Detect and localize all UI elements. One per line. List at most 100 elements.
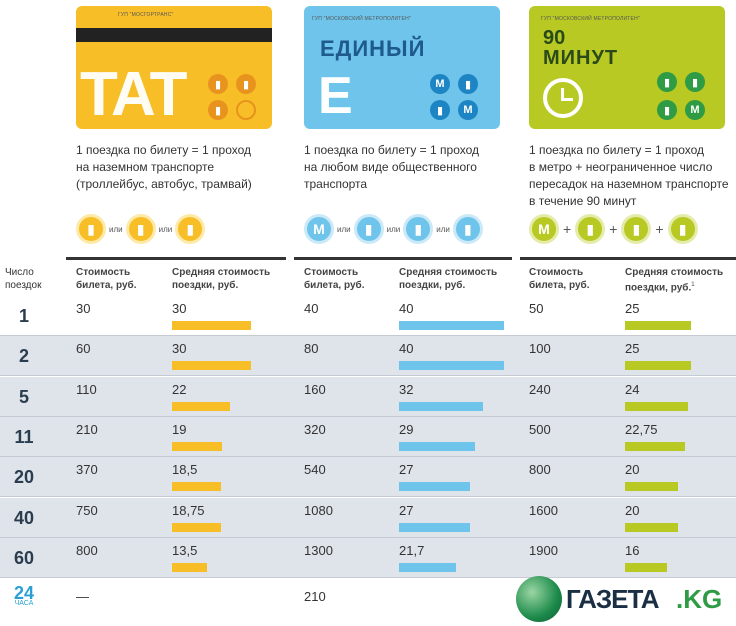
- ninety-ticket-cost: 50: [529, 301, 544, 316]
- edin-icons-row: M или ▮ или ▮ или ▮: [304, 214, 483, 244]
- bus-icon: ▮: [685, 72, 705, 92]
- trolley-icon: ▮: [76, 214, 106, 244]
- ninety-ticket-cost: 240: [529, 381, 551, 397]
- table-row: 20 370 18,5 540 27 800 20: [0, 457, 736, 498]
- trips-count: 2: [18, 346, 29, 367]
- header-line: билета, руб.: [529, 280, 590, 291]
- header-line: Стоимость: [304, 267, 359, 278]
- header-line: Число: [5, 267, 34, 278]
- ninety-avg-bar: [625, 562, 667, 572]
- edin-ticket-cost: 210: [304, 589, 326, 605]
- edin-avg-cost: 21,7: [399, 542, 425, 558]
- ninety-avg-cost: 25: [625, 301, 640, 316]
- row-divider: [0, 415, 736, 417]
- table-row: 60 800 13,5 1300 21,7 1900 16: [0, 537, 736, 578]
- bus-icon: ▮: [403, 214, 434, 244]
- edin-avg-bar: [399, 441, 475, 451]
- tat-icons-row: ▮ или ▮ или ▮: [76, 214, 206, 244]
- tat-avg-cost: 22: [172, 381, 187, 397]
- table-row: 11 210 19 320 29 500 22,75: [0, 416, 736, 457]
- header-rule-edin: [294, 257, 512, 260]
- header-line: поездки, руб.: [625, 282, 692, 294]
- header-line: Средняя стоимость: [399, 267, 498, 278]
- ninety-avg-cost: 24: [625, 381, 640, 397]
- or-label: или: [158, 224, 173, 234]
- edin-avg-bar: [399, 562, 456, 572]
- header-edin-avg: Средняя стоимость поездки, руб.: [399, 266, 497, 292]
- tat-avg-bar: [172, 562, 207, 572]
- tat-avg-cost: 30: [172, 301, 187, 316]
- plus-label: +: [655, 221, 664, 237]
- ninety-avg-bar: [625, 321, 691, 330]
- tat-ticket-cost: 370: [76, 462, 98, 478]
- header-line: Стоимость: [76, 267, 131, 278]
- edin-description: 1 поездка по билету = 1 проход на любом …: [304, 142, 509, 193]
- card-letter: Е: [318, 67, 353, 125]
- tram-icon: ▮: [458, 74, 478, 94]
- trips-count: 24: [13, 583, 35, 604]
- ninety-ticket-cost: 500: [529, 421, 551, 437]
- tat-avg-bar: [172, 361, 251, 371]
- edin-ticket-cost: 540: [304, 462, 326, 478]
- trolley-icon: ▮: [575, 214, 606, 244]
- ninety-ticket-cost: 100: [529, 341, 551, 357]
- trips-count: 60: [13, 547, 35, 568]
- desc-line: в метро + неограниченное число: [529, 160, 713, 174]
- or-label: или: [337, 224, 351, 234]
- header-line: билета, руб.: [76, 280, 137, 291]
- card-big-text: ЕДИНЫЙ: [320, 36, 426, 61]
- trips-unit: ЧАСА: [14, 600, 34, 608]
- table-row: 5 110 22 160 32 240 24: [0, 376, 736, 417]
- empty-slot-icon: [236, 100, 256, 120]
- tat-ticket-cost: 30: [76, 301, 91, 316]
- ninety-avg-bar: [625, 361, 691, 371]
- ninety-ticket-cost: 1600: [529, 502, 558, 518]
- header-line: Средняя стоимость: [625, 267, 724, 278]
- plus-label: +: [563, 221, 572, 237]
- tat-avg-cost: 18,5: [172, 462, 198, 478]
- header-line: Средняя стоимость: [172, 267, 271, 278]
- edin-ticket-cost: 1080: [304, 502, 333, 518]
- ninety-avg-bar: [625, 522, 678, 532]
- desc-line: в течение 90 минут: [529, 194, 637, 208]
- desc-line: 1 поездка по билету = 1 проход: [529, 143, 705, 157]
- tat-ticket-cost: —: [76, 589, 89, 605]
- trips-count: 5: [18, 386, 29, 407]
- edin-avg-cost: 27: [399, 502, 414, 518]
- ninety-avg-bar: [625, 441, 685, 451]
- desc-line: (троллейбус, автобус, трамвай): [76, 177, 252, 191]
- edin-avg-bar: [399, 321, 504, 330]
- edin-ticket-cost: 40: [304, 301, 319, 316]
- tat-avg-cost: 19: [172, 421, 187, 437]
- tram-icon: ▮: [175, 214, 206, 244]
- tat-ticket-cost: 800: [76, 542, 98, 558]
- card-org: ГУП "МОСКОВСКИЙ МЕТРОПОЛИТЕН": [312, 16, 411, 22]
- tram-icon: ▮: [452, 214, 483, 244]
- tram-icon: ▮: [208, 74, 228, 94]
- edin-avg-cost: 29: [399, 421, 414, 437]
- edin-avg-bar: [399, 482, 470, 492]
- ninety-avg-cost: 25: [625, 341, 640, 357]
- tat-ticket-cost: 110: [76, 381, 97, 397]
- table-row: 2 60 30 80 40 100 25: [0, 336, 736, 377]
- trips-count: 40: [13, 507, 35, 528]
- header-ninety-avg: Средняя стоимость поездки, руб.1: [625, 266, 723, 294]
- header-trips: Число поездок: [5, 266, 41, 292]
- tram-icon: ▮: [657, 72, 677, 92]
- ninety-ticket-cost: 1900: [529, 542, 558, 558]
- row-divider: [0, 375, 736, 377]
- desc-line: транспорта: [304, 177, 368, 191]
- edin-avg-cost: 32: [399, 381, 414, 397]
- metro-icon: M: [304, 214, 334, 244]
- bus-icon: ▮: [236, 74, 256, 94]
- tat-ticket-cost: 60: [76, 341, 91, 357]
- metro-icon-2: M: [458, 100, 478, 120]
- ninety-avg-bar: [625, 401, 688, 411]
- or-label: или: [109, 224, 123, 234]
- desc-line: на наземном транспорте: [76, 160, 215, 174]
- tat-avg-cost: 13,5: [172, 542, 198, 558]
- bus-icon: ▮: [621, 214, 652, 244]
- row-divider: [0, 536, 736, 538]
- ninety-description: 1 поездка по билету = 1 проход в метро +…: [529, 142, 734, 210]
- tram-icon: ▮: [667, 214, 698, 244]
